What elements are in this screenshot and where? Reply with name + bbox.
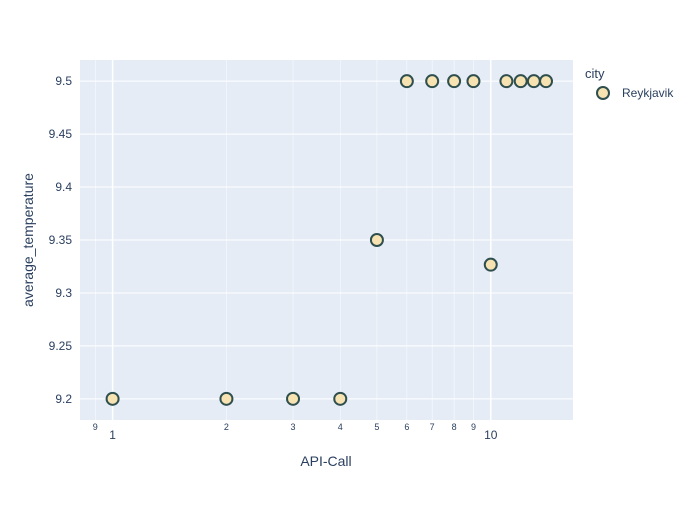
y-axis-title: average_temperature [20, 173, 36, 307]
data-point[interactable] [448, 75, 460, 87]
y-tick-label: 9.45 [49, 127, 73, 141]
legend-title: city [585, 66, 605, 81]
legend: city Reykjavik [585, 66, 674, 100]
data-point[interactable] [540, 75, 552, 87]
x-minor-tick-label: 9 [471, 422, 476, 432]
x-minor-tick-label: 7 [430, 422, 435, 432]
data-point[interactable] [515, 75, 527, 87]
legend-item-reykjavik[interactable]: Reykjavik [597, 86, 674, 100]
y-tick-label: 9.25 [49, 339, 73, 353]
data-point[interactable] [107, 393, 119, 405]
x-minor-tick-label: 2 [224, 422, 229, 432]
y-tick-label: 9.3 [55, 286, 72, 300]
y-tick-label: 9.35 [49, 233, 73, 247]
legend-label-reykjavik: Reykjavik [622, 86, 674, 100]
y-axis-ticks: 9.2 9.25 9.3 9.35 9.4 9.45 9.5 [49, 74, 73, 406]
x-minor-tick-label: 3 [291, 422, 296, 432]
y-tick-label: 9.4 [55, 180, 72, 194]
data-point[interactable] [401, 75, 413, 87]
x-minor-tick-label: 5 [374, 422, 379, 432]
x-axis-title: API-Call [300, 453, 351, 469]
x-minor-tick-label: 4 [338, 422, 343, 432]
y-tick-label: 9.5 [55, 74, 72, 88]
data-point[interactable] [500, 75, 512, 87]
y-tick-label: 9.2 [55, 392, 72, 406]
x-major-tick-label: 10 [484, 428, 498, 442]
x-minor-tick-label: 6 [404, 422, 409, 432]
data-point[interactable] [485, 259, 497, 271]
x-axis-ticks: 1 10 9 2 3 4 5 6 7 8 9 [93, 422, 498, 442]
data-point[interactable] [528, 75, 540, 87]
data-point[interactable] [287, 393, 299, 405]
data-point[interactable] [426, 75, 438, 87]
data-point[interactable] [371, 234, 383, 246]
legend-marker-reykjavik [597, 87, 609, 99]
x-minor-tick-label: 8 [452, 422, 457, 432]
x-major-tick-label: 1 [109, 428, 116, 442]
x-minor-tick-label: 9 [93, 422, 98, 432]
data-point[interactable] [220, 393, 232, 405]
data-point[interactable] [467, 75, 479, 87]
data-point[interactable] [334, 393, 346, 405]
